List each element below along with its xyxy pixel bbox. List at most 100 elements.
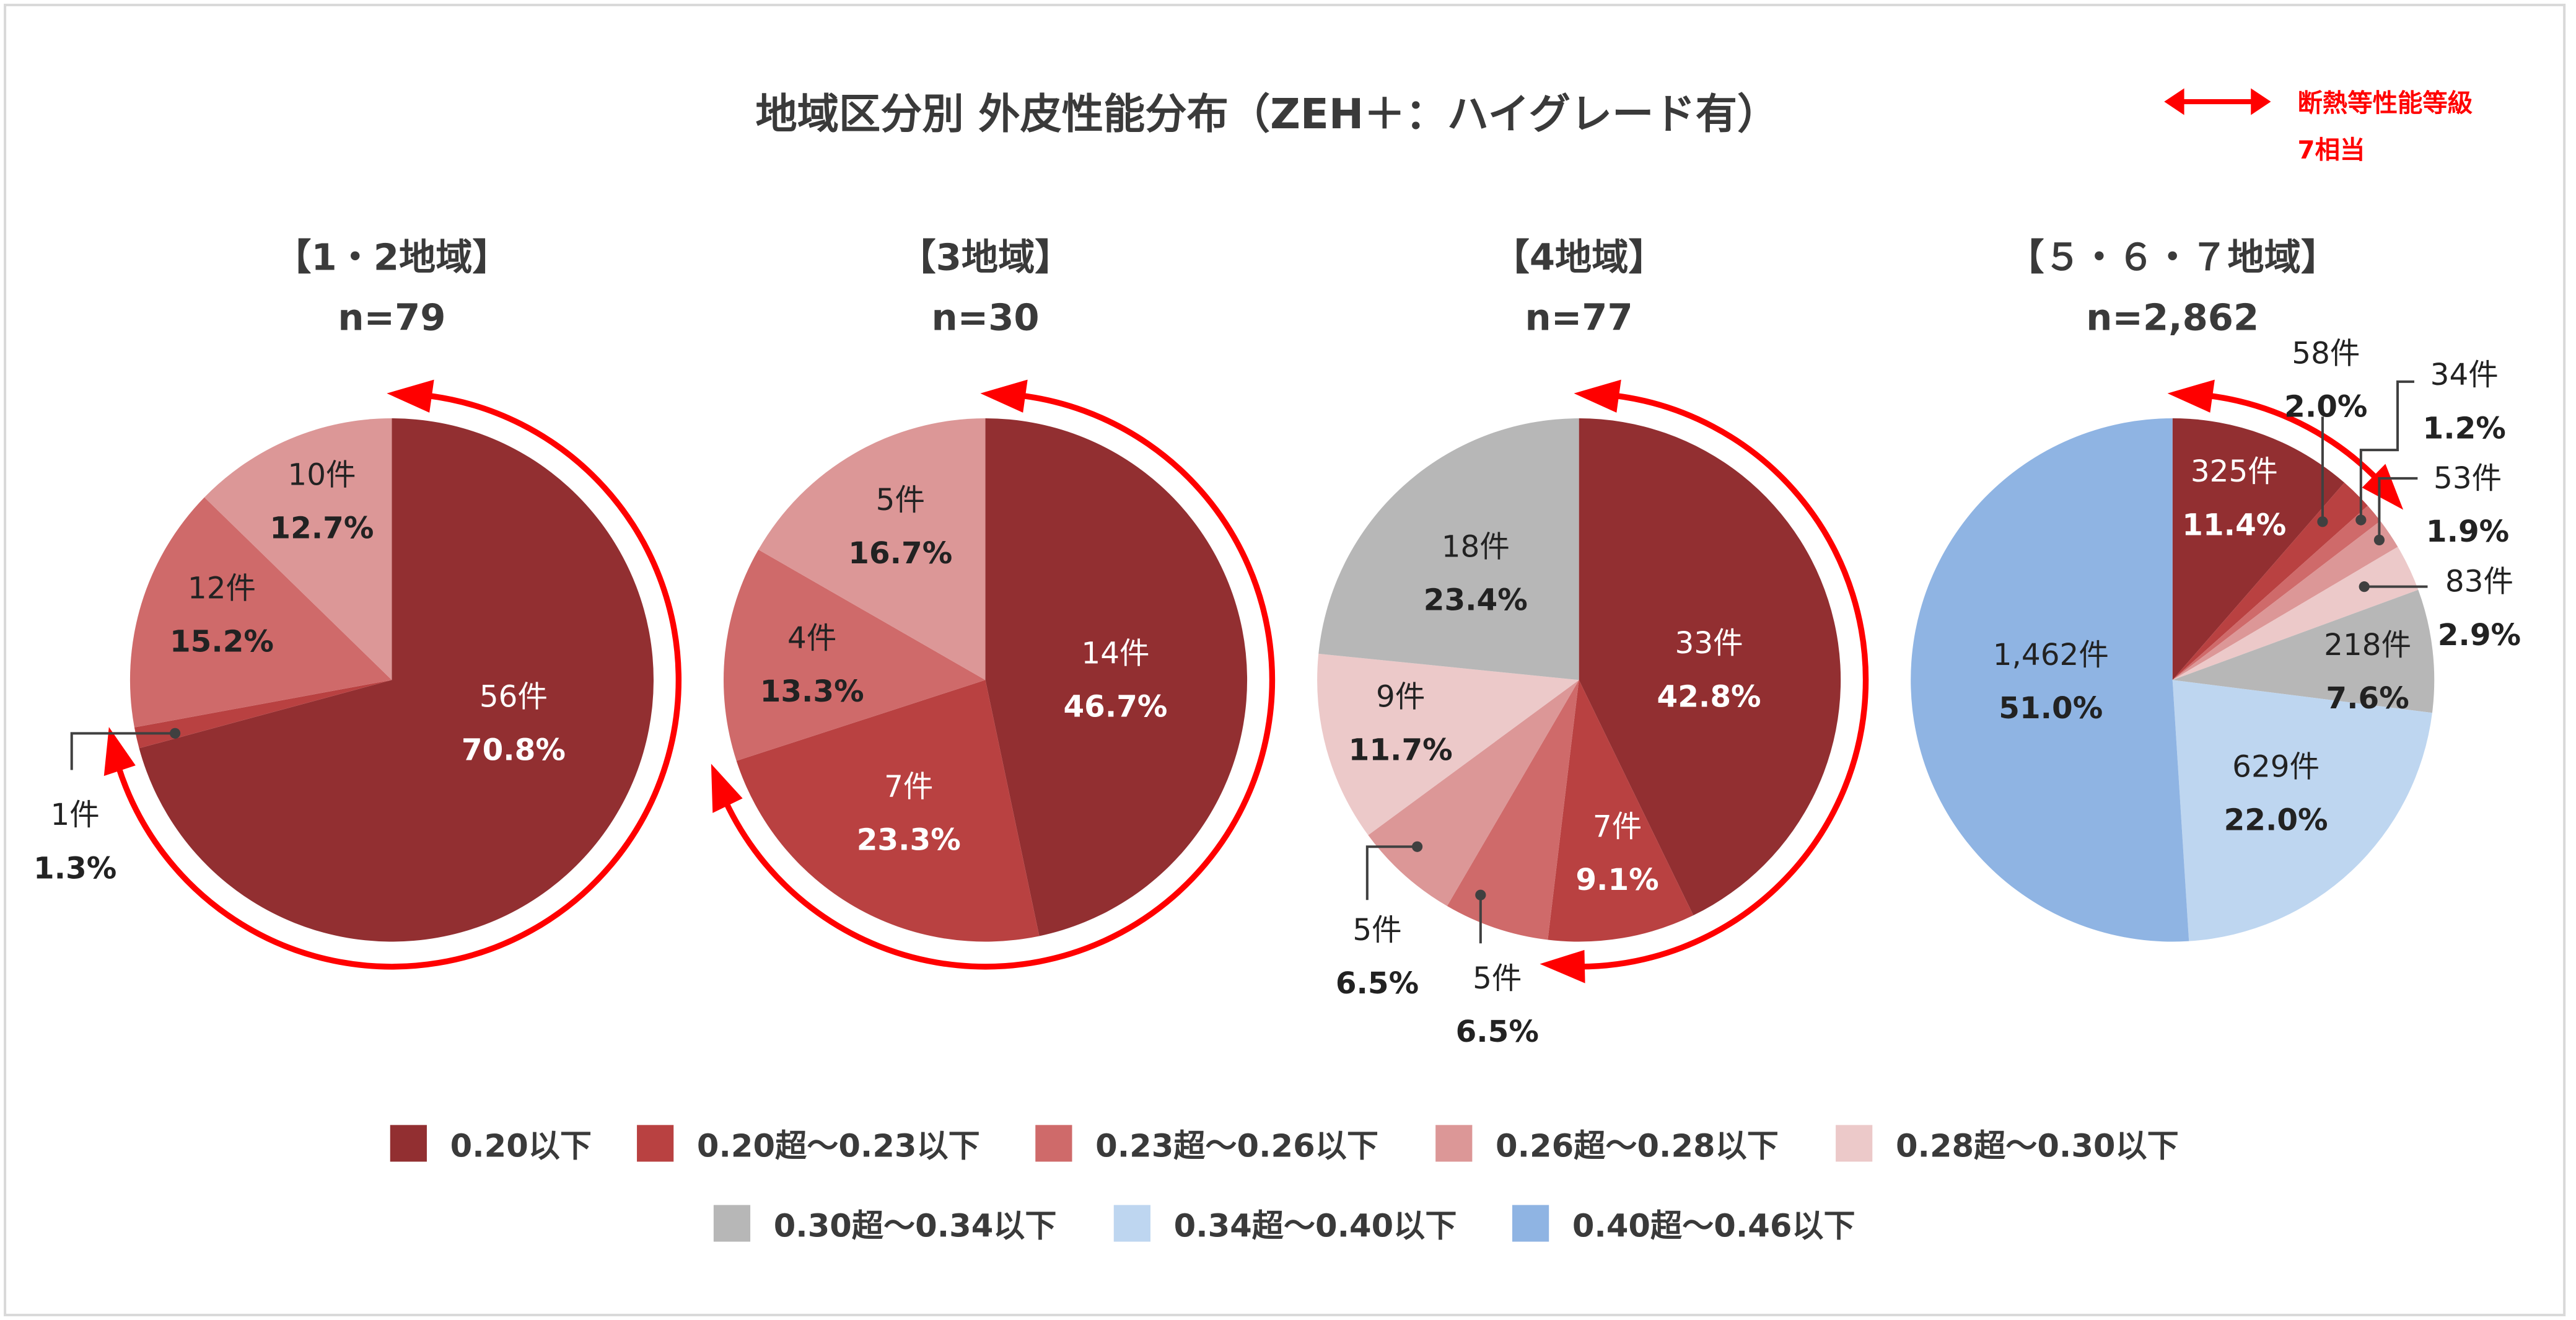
grade7-arrow (103, 379, 681, 970)
arrowhead (387, 379, 434, 413)
legend-swatch (1435, 1125, 1473, 1162)
pie-title: 【4地域】 (1493, 236, 1665, 279)
arrowhead (2167, 379, 2215, 413)
pie-sample-size: n=30 (931, 296, 1039, 339)
legend-item: 0.26超～0.28以下 (1435, 1125, 1779, 1164)
data-label-count: 5件 (1352, 913, 1401, 948)
legend-label: 0.23超～0.26以下 (1095, 1128, 1378, 1164)
legend-swatch (637, 1125, 674, 1162)
arrow-legend-line1: 断熱等性能等級 (2298, 89, 2473, 118)
data-label-percent: 11.7% (1349, 733, 1453, 767)
data-label-percent: 51.0% (1999, 691, 2103, 726)
leader-dot (1411, 841, 1423, 852)
leader-line (2359, 380, 2414, 521)
arrow-arc (722, 392, 1276, 970)
legend-item: 0.20以下 (390, 1125, 592, 1164)
pie-slice (2172, 506, 2381, 680)
data-label-count: 56件 (480, 679, 548, 714)
data-label-count: 9件 (1376, 679, 1425, 714)
data-label-percent: 70.8% (462, 733, 566, 767)
legend-item: 0.30超～0.34以下 (713, 1205, 1057, 1245)
pie-chart-3: 【4地域】 n=77 33件 42.8% 7件 9.1% 5件 6.5% 5件 6.5% 9件 11.… (1317, 236, 1869, 1049)
pie-slice (736, 680, 1040, 942)
data-label-percent: 11.4% (2182, 508, 2286, 542)
chart-title: 地域区分別 外皮性能分布（ZEH＋：ハイグレード有） (755, 90, 1779, 138)
arrowhead (103, 727, 136, 777)
data-label-count: 5件 (1473, 961, 1522, 996)
data-label-percent: 13.3% (760, 674, 864, 709)
data-label-percent: 46.7% (1063, 689, 1167, 724)
data-label-percent: 9.1% (1575, 863, 1658, 897)
pie-slice (139, 418, 654, 942)
grade7-arrow (711, 379, 1276, 970)
pie-slice (2172, 482, 2368, 680)
arrowhead (711, 763, 743, 813)
data-label-percent: 6.5% (1456, 1014, 1539, 1049)
arrowhead (980, 379, 1028, 413)
data-label-percent: 2.9% (2438, 618, 2521, 653)
data-label-count: 53件 (2434, 461, 2502, 496)
data-label-count: 5件 (876, 483, 925, 517)
arrow-arc (1579, 392, 1869, 970)
legend: 0.20以下 0.20超～0.23以下 0.23超～0.26以下 0.26超～0.28… (390, 1125, 2179, 1245)
arrowhead (2362, 464, 2404, 510)
pie-slice (1911, 418, 2189, 942)
leader-line (70, 732, 175, 770)
pie-slice (134, 680, 392, 749)
pie-title: 【3地域】 (900, 236, 1072, 279)
pie-title: 【1・2地域】 (274, 236, 509, 279)
double-arrow-icon (2164, 88, 2271, 115)
data-label-percent: 7.6% (2326, 681, 2409, 716)
legend-item: 0.23超～0.26以下 (1035, 1125, 1378, 1164)
pie-slice (2172, 589, 2435, 713)
pie-slice (2172, 521, 2398, 680)
legend-label: 0.28超～0.30以下 (1896, 1128, 2179, 1164)
legend-item: 0.28超～0.30以下 (1836, 1125, 2179, 1164)
data-label-count: 10件 (287, 458, 356, 493)
data-label-count: 7件 (1593, 809, 1642, 844)
legend-swatch (1512, 1205, 1549, 1242)
data-label-count: 7件 (884, 770, 933, 804)
data-label-percent: 2.0% (2284, 389, 2367, 424)
data-label-count: 325件 (2191, 454, 2278, 489)
pie-chart-2: 【3地域】 n=30 14件 46.7% 7件 23.3% 4件 13.3% 5件 16.7% (711, 236, 1276, 970)
data-label-count: 12件 (188, 571, 256, 606)
pie-slice (2172, 547, 2419, 680)
data-label-count: 14件 (1081, 636, 1149, 671)
data-label-percent: 23.3% (857, 823, 961, 858)
pie-sample-size: n=2,862 (2086, 296, 2259, 339)
data-label-count: 33件 (1675, 626, 1743, 661)
legend-item: 0.20超～0.23以下 (637, 1125, 980, 1164)
legend-item: 0.34超～0.40以下 (1113, 1205, 1457, 1245)
grade7-arrow (1540, 379, 1869, 983)
legend-swatch (1035, 1125, 1072, 1162)
data-label-percent: 12.7% (269, 511, 374, 546)
data-label-count: 1,462件 (1993, 638, 2109, 672)
arrowhead (1540, 949, 1585, 983)
pie-slice (2172, 418, 2345, 680)
pie-sample-size: n=79 (338, 296, 445, 339)
legend-swatch (1836, 1125, 1873, 1162)
pie-title: 【５・６・７地域】 (2007, 236, 2337, 279)
leader-dot (1475, 889, 1486, 900)
leader-dot (169, 728, 181, 739)
legend-label: 0.26超～0.28以下 (1496, 1128, 1779, 1164)
pie-slice (1548, 680, 1694, 942)
pie-slice (129, 497, 392, 728)
leader-line (1365, 845, 1417, 900)
data-label-count: 83件 (2445, 565, 2513, 599)
pie-slice (1447, 680, 1579, 940)
pie-slice (1317, 653, 1579, 835)
legend-label: 0.20超～0.23以下 (697, 1128, 980, 1164)
data-label-count: 218件 (2324, 628, 2411, 662)
leader-dot (2359, 581, 2370, 592)
legend-label: 0.34超～0.40以下 (1174, 1208, 1457, 1245)
leader-dot (2373, 534, 2385, 545)
data-label-percent: 1.9% (2426, 514, 2509, 549)
legend-label: 0.40超～0.46以下 (1572, 1208, 1855, 1245)
arrow-legend: 断熱等性能等級 7相当 (2164, 88, 2473, 164)
data-label-percent: 15.2% (170, 625, 274, 659)
data-label-count: 34件 (2430, 358, 2499, 392)
data-label-percent: 16.7% (848, 536, 952, 571)
